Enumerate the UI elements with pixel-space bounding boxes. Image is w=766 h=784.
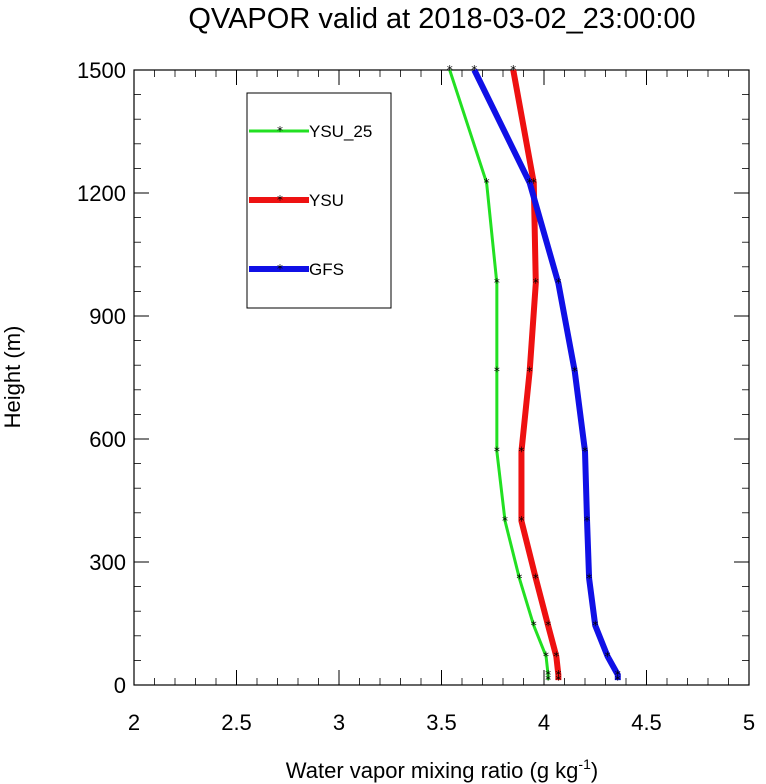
data-point: * [518, 514, 524, 528]
series-ysu: *********** [510, 63, 562, 687]
data-point: * [572, 364, 578, 378]
data-point: * [484, 176, 490, 190]
series-gfs: *********** [471, 63, 621, 687]
series-line-gfs [471, 68, 621, 681]
y-tick-label: 0 [114, 673, 126, 698]
y-tick-label: 300 [89, 550, 126, 575]
data-point: * [555, 276, 561, 290]
y-tick-label: 1200 [77, 181, 126, 206]
legend-marker: * [277, 124, 283, 138]
data-point: * [531, 619, 537, 633]
data-point: * [555, 668, 561, 682]
x-tick-label: 4 [538, 710, 550, 735]
x-axis-title-end: ) [591, 758, 598, 783]
series-layer: ********************************* [447, 63, 621, 687]
x-tick-label: 2 [128, 710, 140, 735]
y-axis-title: Height (m) [0, 326, 25, 429]
data-point: * [516, 571, 522, 585]
data-point: * [533, 276, 539, 290]
data-point: * [545, 673, 551, 687]
data-point: * [586, 571, 592, 585]
x-axis-title-main: Water vapor mixing ratio (g kg [286, 758, 579, 783]
data-point: * [615, 668, 621, 682]
data-point: * [447, 63, 453, 77]
data-point: * [518, 444, 524, 458]
chart-title: QVAPOR valid at 2018-03-02_23:00:00 [188, 3, 695, 35]
legend-label-gfs: GFS [309, 260, 344, 279]
data-point: * [582, 444, 588, 458]
data-point: * [555, 673, 561, 687]
data-point: * [494, 364, 500, 378]
legend: * YSU_25 * YSU * GFS [246, 92, 392, 309]
data-point: * [592, 619, 598, 633]
x-tick-label: 5 [743, 710, 755, 735]
legend-label-ysu: YSU [309, 191, 344, 210]
x-axis-title-superscript: -1 [578, 756, 591, 772]
data-point: * [531, 176, 537, 190]
x-tick-label: 2.5 [221, 710, 252, 735]
x-tick-label: 4.5 [631, 710, 662, 735]
y-tick-label: 600 [89, 427, 126, 452]
series-ysu-25: *********** [447, 63, 551, 687]
data-point: * [494, 276, 500, 290]
data-point: * [494, 444, 500, 458]
legend-marker: * [277, 193, 283, 207]
data-point: * [502, 514, 508, 528]
plot-frame [133, 69, 750, 686]
data-point: * [584, 514, 590, 528]
y-tick-label: 900 [89, 304, 126, 329]
x-tick-label: 3 [333, 710, 345, 735]
data-point: * [615, 673, 621, 687]
data-point: * [471, 63, 477, 77]
data-point: * [545, 619, 551, 633]
legend-label-ysu-25: YSU_25 [309, 122, 372, 141]
data-point: * [545, 668, 551, 682]
axes-layer: 2 2.5 3 3.5 4 4.5 5 0 300 600 900 1200 1500 [77, 58, 755, 735]
data-point: * [553, 649, 559, 663]
series-line-ysu-25 [448, 69, 550, 681]
data-point: * [510, 63, 516, 77]
legend-marker: * [277, 262, 283, 276]
data-point: * [605, 649, 611, 663]
data-point: * [533, 571, 539, 585]
data-point: * [527, 176, 533, 190]
y-tick-label: 1500 [77, 58, 126, 83]
data-point: * [543, 649, 549, 663]
series-line-ysu [510, 69, 562, 681]
x-axis-title: Water vapor mixing ratio (g kg-1) [286, 756, 598, 783]
data-point: * [527, 364, 533, 378]
x-tick-label: 3.5 [426, 710, 457, 735]
